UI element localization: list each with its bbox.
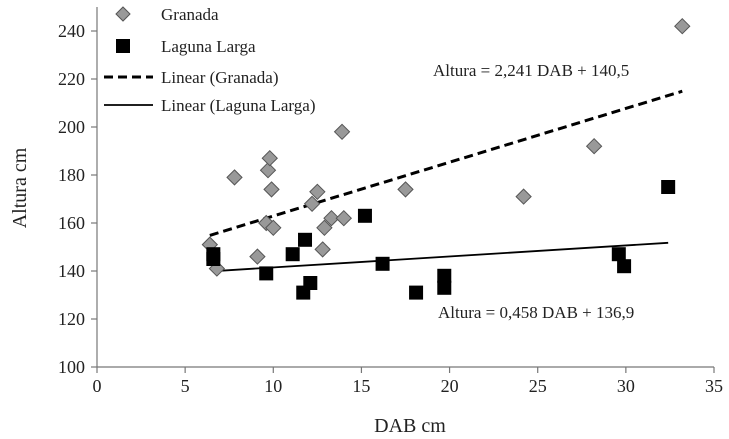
point-laguna-larga xyxy=(437,280,452,295)
y-tick-label: 160 xyxy=(58,213,85,233)
y-tick-label: 180 xyxy=(58,165,85,185)
point-granada xyxy=(263,181,280,198)
equation-granada: Altura = 2,241 DAB + 140,5 xyxy=(433,61,629,80)
point-granada xyxy=(249,248,266,265)
point-laguna-larga xyxy=(298,232,313,247)
point-granada xyxy=(226,169,243,186)
y-tick-label: 200 xyxy=(58,117,85,137)
legend-label: Linear (Granada) xyxy=(161,68,279,87)
equation-laguna-larga: Altura = 0,458 DAB + 136,9 xyxy=(438,303,634,322)
point-laguna-larga xyxy=(437,268,452,283)
point-granada xyxy=(314,241,331,258)
trendline-laguna-larga xyxy=(213,241,669,273)
x-ticks: 0 5 10 15 20 25 30 35 xyxy=(93,367,723,396)
point-granada xyxy=(397,181,414,198)
y-tick-label: 220 xyxy=(58,69,85,89)
point-laguna-larga xyxy=(617,259,632,274)
x-tick-label: 10 xyxy=(264,376,282,396)
point-laguna-larga xyxy=(206,252,221,266)
point-laguna-larga xyxy=(661,180,676,194)
x-axis-title: DAB cm xyxy=(374,415,446,437)
point-granada xyxy=(261,149,278,167)
legend-label: Granada xyxy=(161,5,219,24)
x-tick-label: 20 xyxy=(441,376,459,396)
x-tick-label: 0 xyxy=(93,376,102,396)
trendline-granada xyxy=(209,89,683,237)
point-laguna-larga xyxy=(259,266,274,281)
y-tick-label: 120 xyxy=(58,309,85,329)
point-granada xyxy=(316,219,333,237)
y-ticks: 100 120 140 160 180 200 220 240 xyxy=(58,21,97,377)
legend: Granada Laguna Larga Linear (Granada) Linea… xyxy=(104,5,316,115)
data-points xyxy=(201,17,691,300)
point-granada xyxy=(674,17,691,35)
point-laguna-larga xyxy=(357,208,372,223)
point-granada xyxy=(303,195,321,213)
x-tick-label: 15 xyxy=(352,376,370,396)
legend-label: Linear (Laguna Larga) xyxy=(161,96,316,115)
x-tick-label: 25 xyxy=(529,376,547,396)
point-granada xyxy=(515,188,532,205)
point-laguna-larga xyxy=(409,285,424,300)
y-tick-label: 100 xyxy=(58,357,85,377)
x-tick-label: 5 xyxy=(181,376,190,396)
trendlines xyxy=(209,89,683,273)
point-laguna-larga xyxy=(611,247,626,262)
x-tick-label: 35 xyxy=(705,376,723,396)
point-granada xyxy=(323,209,340,227)
point-laguna-larga xyxy=(303,276,318,290)
point-laguna-larga xyxy=(375,256,390,271)
point-laguna-larga xyxy=(285,247,300,262)
y-axis-title: Altura cm xyxy=(9,147,31,228)
y-tick-label: 240 xyxy=(58,21,85,41)
axes xyxy=(96,7,714,368)
point-granada xyxy=(309,183,326,201)
point-granada xyxy=(265,219,282,237)
point-granada xyxy=(259,161,277,179)
x-tick-label: 30 xyxy=(617,376,635,396)
y-tick-label: 140 xyxy=(58,261,85,281)
point-granada xyxy=(585,137,603,155)
legend-label: Laguna Larga xyxy=(161,37,256,56)
legend-symbol-laguna-larga xyxy=(116,39,130,53)
point-granada xyxy=(333,123,351,141)
point-granada xyxy=(335,209,353,227)
legend-symbol-granada xyxy=(115,6,131,22)
